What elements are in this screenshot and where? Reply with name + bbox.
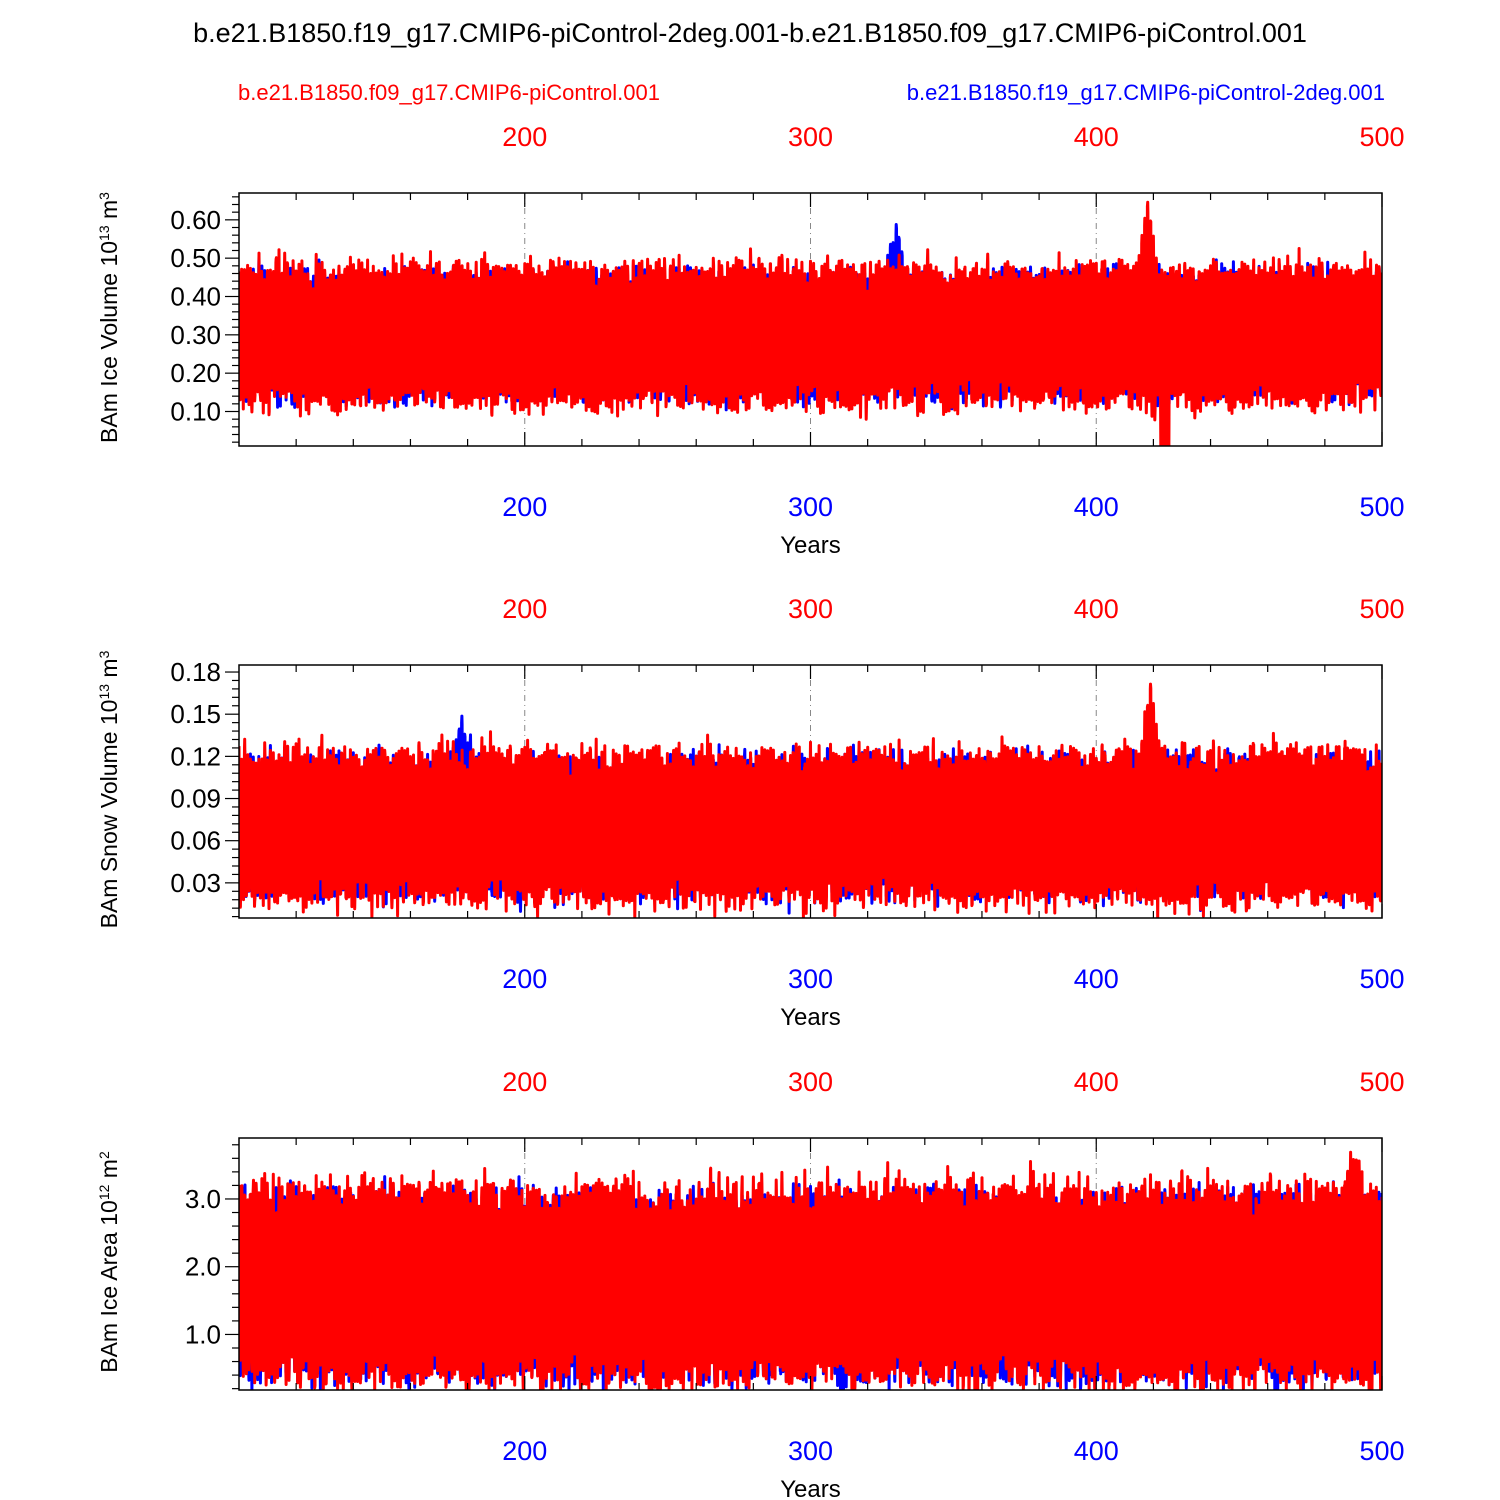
x-tick-label-top: 500 (1359, 1067, 1404, 1097)
y-tick-label: 0.60 (170, 205, 221, 235)
x-tick-label-bottom: 300 (788, 1436, 833, 1466)
x-tick-label-top: 400 (1074, 1067, 1119, 1097)
y-tick-label: 0.06 (170, 826, 221, 856)
x-tick-label-bottom: 200 (502, 492, 547, 522)
y-tick-label: 0.20 (170, 358, 221, 388)
y-tick-label: 0.15 (170, 699, 221, 729)
series-line-red (239, 682, 1382, 918)
y-tick-label: 1.0 (185, 1319, 221, 1349)
figure-title: b.e21.B1850.f19_g17.CMIP6-piControl-2deg… (193, 18, 1307, 48)
y-tick-label: 0.09 (170, 784, 221, 814)
y-tick-label: 0.40 (170, 282, 221, 312)
y-tick-label: 3.0 (185, 1184, 221, 1214)
x-tick-label-bottom: 200 (502, 964, 547, 994)
y-axis-label: BAm Snow Volume 1013 m3 (96, 650, 122, 928)
y-tick-label: 2.0 (185, 1252, 221, 1282)
legend-blue-series: b.e21.B1850.f19_g17.CMIP6-piControl-2deg… (906, 80, 1385, 105)
x-tick-label-top: 500 (1359, 122, 1404, 152)
x-tick-label-bottom: 500 (1359, 964, 1404, 994)
y-tick-label: 0.30 (170, 320, 221, 350)
x-tick-label-bottom: 400 (1074, 964, 1119, 994)
legend-red-series: b.e21.B1850.f09_g17.CMIP6-piControl.001 (238, 80, 660, 105)
x-tick-label-bottom: 500 (1359, 1436, 1404, 1466)
x-tick-label-top: 200 (502, 594, 547, 624)
x-tick-label-bottom: 400 (1074, 492, 1119, 522)
x-tick-label-top: 300 (788, 1067, 833, 1097)
y-tick-label: 0.10 (170, 397, 221, 427)
x-axis-label: Years (780, 532, 841, 559)
x-axis-label: Years (780, 1004, 841, 1031)
x-tick-label-top: 400 (1074, 122, 1119, 152)
chart-panel-2: 0.03 0.06 0.09 0.12 0.15 0.18 200 200 300 300 400 4… (96, 594, 1405, 1031)
x-tick-label-top: 400 (1074, 594, 1119, 624)
chart-panel-3: 1.0 2.0 3.0 200 200 300 300 400 400 500 500 Years BA… (96, 1067, 1405, 1500)
series-line-red (239, 200, 1382, 446)
y-tick-label: 0.18 (170, 657, 221, 687)
x-tick-label-bottom: 400 (1074, 1436, 1119, 1466)
x-tick-label-bottom: 500 (1359, 492, 1404, 522)
series-line-red (239, 1150, 1382, 1390)
y-tick-label: 0.12 (170, 741, 221, 771)
chart-panel-1: 0.10 0.20 0.30 0.40 0.50 0.60 200 200 300 300 400 4… (96, 122, 1405, 559)
y-axis-label: BAm Ice Area 1012 m2 (96, 1151, 122, 1373)
x-tick-label-top: 200 (502, 122, 547, 152)
x-tick-label-bottom: 300 (788, 492, 833, 522)
x-tick-label-top: 300 (788, 122, 833, 152)
x-axis-label: Years (780, 1476, 841, 1500)
x-tick-label-top: 500 (1359, 594, 1404, 624)
x-tick-label-bottom: 300 (788, 964, 833, 994)
x-tick-label-bottom: 200 (502, 1436, 547, 1466)
y-axis-label: BAm Ice Volume 1013 m3 (96, 192, 122, 443)
x-tick-label-top: 200 (502, 1067, 547, 1097)
y-tick-label: 0.03 (170, 868, 221, 898)
y-tick-label: 0.50 (170, 243, 221, 273)
x-tick-label-top: 300 (788, 594, 833, 624)
